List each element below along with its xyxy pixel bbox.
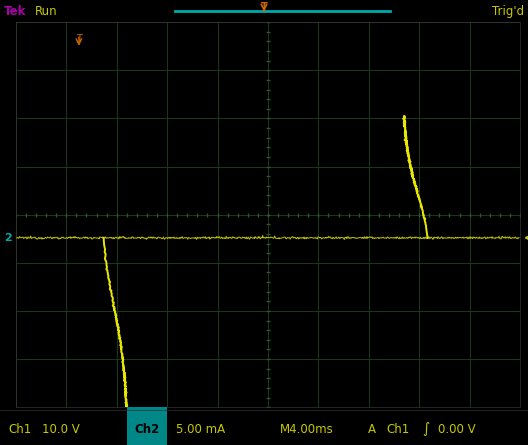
Text: 10.0 V: 10.0 V xyxy=(42,423,80,436)
Text: Trig'd: Trig'd xyxy=(492,4,524,18)
FancyBboxPatch shape xyxy=(127,376,167,445)
Text: M4.00ms: M4.00ms xyxy=(280,423,334,436)
Text: T: T xyxy=(76,34,82,44)
Text: A: A xyxy=(368,423,376,436)
Text: Ch2: Ch2 xyxy=(134,423,159,436)
Text: Run: Run xyxy=(35,4,58,18)
Text: 0.00 V: 0.00 V xyxy=(438,423,476,436)
Text: T: T xyxy=(261,2,267,12)
Text: ∫: ∫ xyxy=(422,422,429,436)
Text: 2: 2 xyxy=(4,233,12,243)
Text: Ch1: Ch1 xyxy=(386,423,409,436)
Text: 5.00 mA: 5.00 mA xyxy=(176,423,225,436)
Text: Tek: Tek xyxy=(4,4,26,18)
Text: Ch1: Ch1 xyxy=(8,423,31,436)
